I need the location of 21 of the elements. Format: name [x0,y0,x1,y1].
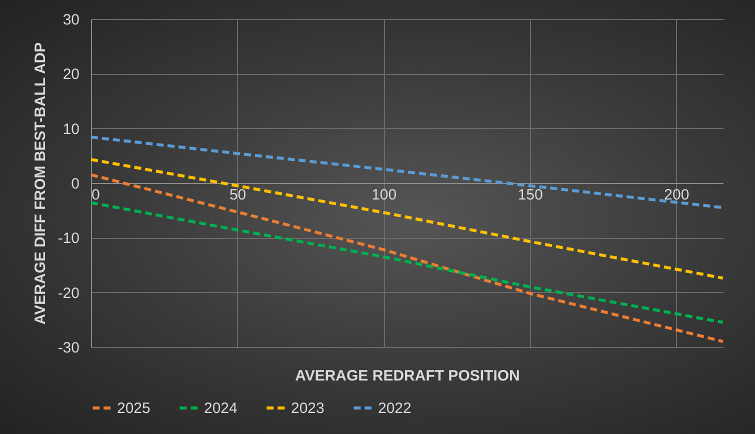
legend-label: 2023 [291,400,324,417]
x-tick-label: 100 [372,186,397,204]
line-series [90,173,724,344]
y-tick-label: -30 [58,340,80,356]
x-tick-label: 0 [92,186,100,204]
legend-label: 2024 [204,400,238,417]
x-axis-title: AVERAGE REDRAFT POSITION [295,368,520,384]
x-tick-label: 200 [664,186,690,204]
y-tick-label: 0 [71,176,80,192]
x-tick-label: 50 [229,186,246,204]
y-axis-title: AVERAGE DIFF FROM BEST-BALL ADP [32,42,49,325]
line-series [90,158,724,280]
y-tick-label: 10 [62,120,80,138]
y-tick-label: 20 [62,66,80,84]
legend-label: 2025 [117,400,150,417]
line-series [90,201,724,324]
y-tick-label: -20 [58,284,80,302]
y-tick-label: -10 [58,230,80,248]
legend-label: 2022 [378,400,412,417]
x-tick-label: 150 [518,186,543,204]
y-tick-label: 30 [62,12,80,28]
